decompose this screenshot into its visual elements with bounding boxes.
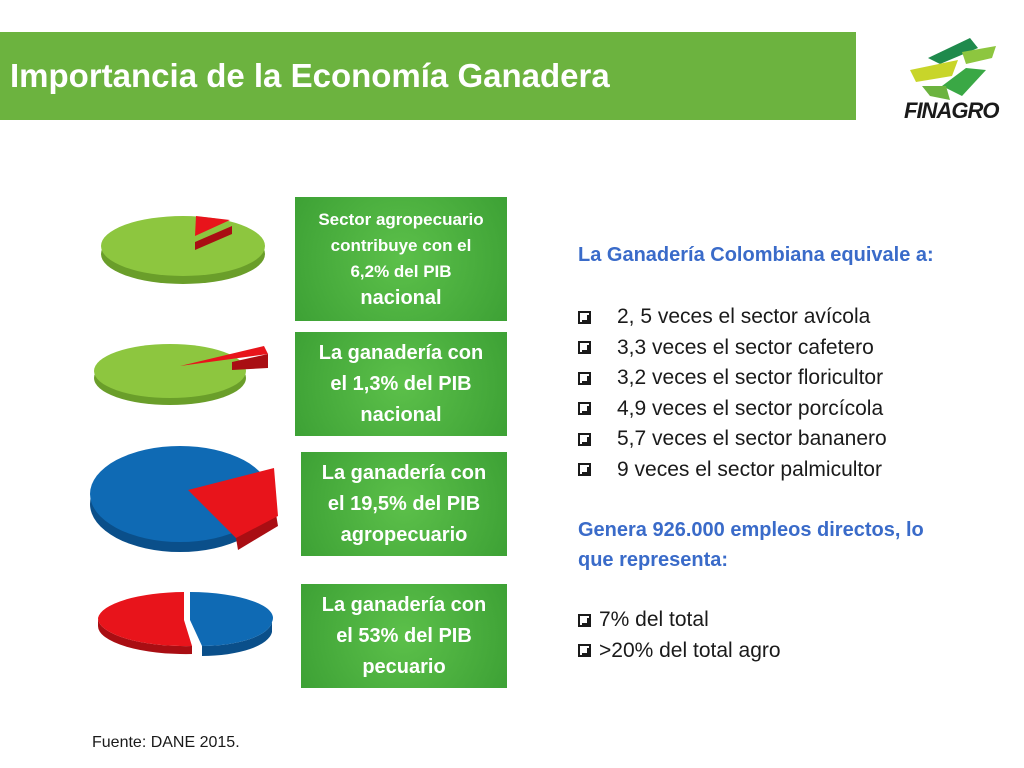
pie2-slice-side	[232, 354, 268, 370]
equivalence-list: 2, 5 veces el sector avícola 3,3 veces e…	[578, 302, 998, 485]
page-title: Importancia de la Economía Ganadera	[10, 57, 610, 94]
pie4-red-side	[97, 618, 192, 655]
checkbox-bullet-icon	[578, 463, 591, 477]
info-box-4: La ganadería con el 53% del PIB pecuario	[301, 584, 507, 688]
pie-chart-4	[97, 592, 274, 657]
pie-chart-1	[101, 216, 265, 284]
checkbox-bullet-icon	[578, 432, 591, 446]
pie3-slice	[188, 468, 278, 538]
pie1-base	[101, 216, 265, 276]
box4-line1: La ganadería con	[321, 593, 487, 616]
box1-line2: contribuye con el	[330, 236, 472, 255]
box3-line2: el 19,5% del PIB	[327, 492, 481, 515]
box3-line1: La ganadería con	[321, 461, 487, 484]
pie4-blue	[190, 592, 274, 647]
box1-line1: Sector agropecuario	[318, 210, 484, 229]
list-item: 7% del total	[578, 605, 998, 636]
box2-line3: nacional	[360, 403, 442, 426]
list-item: 4,9 veces el sector porcícola	[578, 394, 998, 425]
info-box-2: La ganadería con el 1,3% del PIB naciona…	[295, 332, 507, 436]
pie3-slice-side	[236, 514, 278, 550]
info-box-3: La ganadería con el 19,5% del PIB agrope…	[301, 452, 507, 556]
box2-line2: el 1,3% del PIB	[330, 372, 472, 395]
checkbox-bullet-icon	[578, 644, 591, 658]
source-note: Fuente: DANE 2015.	[92, 734, 240, 751]
employment-list: 7% del total >20% del total agro	[578, 605, 998, 666]
box3-line3: agropecuario	[340, 523, 468, 546]
checkbox-bullet-icon	[578, 402, 591, 416]
pie1-slice	[195, 216, 230, 236]
checkbox-bullet-icon	[578, 341, 591, 355]
employment-heading-line1: Genera 926.000 empleos directos, lo	[578, 519, 924, 541]
list-item: 2, 5 veces el sector avícola	[578, 302, 998, 333]
info-box-1: Sector agropecuario contribuye con el 6,…	[295, 197, 507, 321]
title-bar: Importancia de la Economía Ganadera	[0, 32, 856, 120]
list-item: 9 veces el sector palmicultor	[578, 455, 998, 486]
pie2-base	[94, 344, 246, 398]
pie-chart-2	[94, 344, 268, 405]
right-column: La Ganadería Colombiana equivale a: 2, 5…	[578, 240, 998, 666]
pie-chart-3	[90, 446, 278, 552]
list-item: 3,3 veces el sector cafetero	[578, 333, 998, 364]
pie4-red	[97, 592, 192, 647]
employment-heading-line2: que representa:	[578, 549, 729, 571]
box1-line4: nacional	[360, 287, 442, 309]
list-item: >20% del total agro	[578, 636, 998, 667]
finagro-logo	[910, 38, 996, 100]
box2-line1: La ganadería con	[318, 341, 484, 364]
checkbox-bullet-icon	[578, 371, 591, 385]
list-item: 3,2 veces el sector floricultor	[578, 363, 998, 394]
box1-line3: 6,2% del PIB	[350, 262, 452, 281]
pie2-slice	[180, 346, 268, 366]
equivalence-heading: La Ganadería Colombiana equivale a:	[578, 244, 934, 266]
checkbox-bullet-icon	[578, 613, 591, 627]
pie1-slice-side	[195, 226, 232, 250]
list-item: 5,7 veces el sector bananero	[578, 424, 998, 455]
pie4-blue-side	[202, 622, 272, 657]
box4-line2: el 53% del PIB	[336, 624, 472, 647]
checkbox-bullet-icon	[578, 310, 591, 324]
logo-text: FINAGRO	[904, 98, 999, 123]
box4-line3: pecuario	[362, 655, 446, 678]
